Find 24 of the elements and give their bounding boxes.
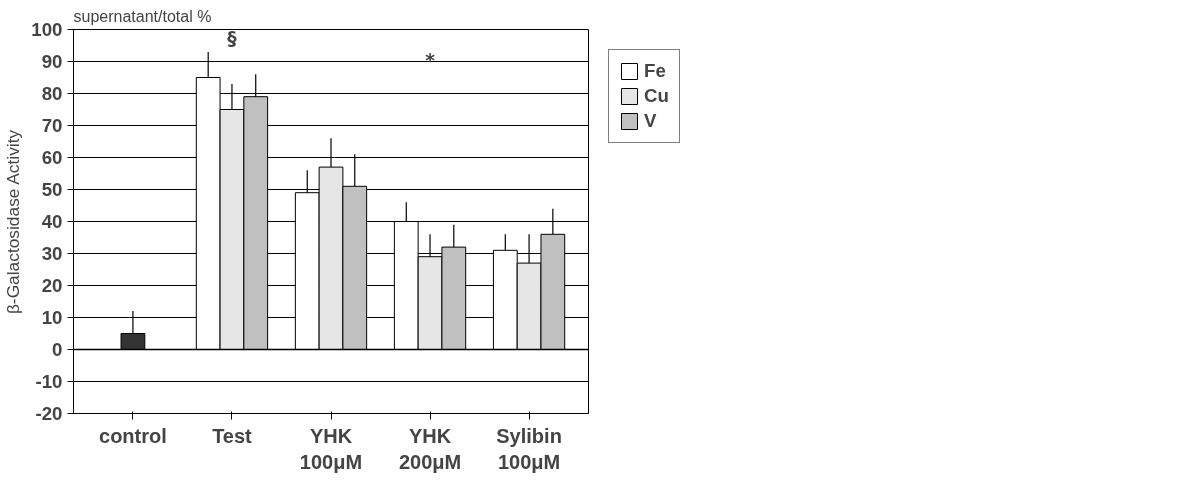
legend-label: Cu [644,85,669,107]
y-tick-label: 100 [31,19,63,40]
x-tick-label: YHK 200μM [398,424,462,473]
x-tick-label: Sylibin 100μM [496,424,562,473]
x-tick-label: YHK 100μM [299,424,363,473]
y-tick-label: -20 [35,403,63,424]
y-tick-label: 70 [41,115,63,136]
y-tick-label: 50 [41,179,63,200]
annotation: § [227,27,238,49]
y-tick-label: 60 [41,147,63,168]
y-tick-label: -10 [35,371,63,392]
y-tick-label: 80 [41,83,63,104]
legend-label: V [644,110,658,132]
y-tick-label: 30 [41,243,63,264]
y-tick-label: 40 [41,211,63,232]
chart-subtitle: supernatant/total % [73,7,212,25]
y-tick-label: 10 [41,307,63,328]
legend-label: Fe [644,60,666,82]
x-tick-label: control [99,424,167,447]
y-tick-label: 20 [41,275,63,296]
y-tick-label: 90 [41,51,63,72]
x-tick-label: Test [212,424,253,447]
y-tick-label: 0 [52,339,63,360]
y-axis-title: β-Galactosidase Activity [3,129,24,315]
